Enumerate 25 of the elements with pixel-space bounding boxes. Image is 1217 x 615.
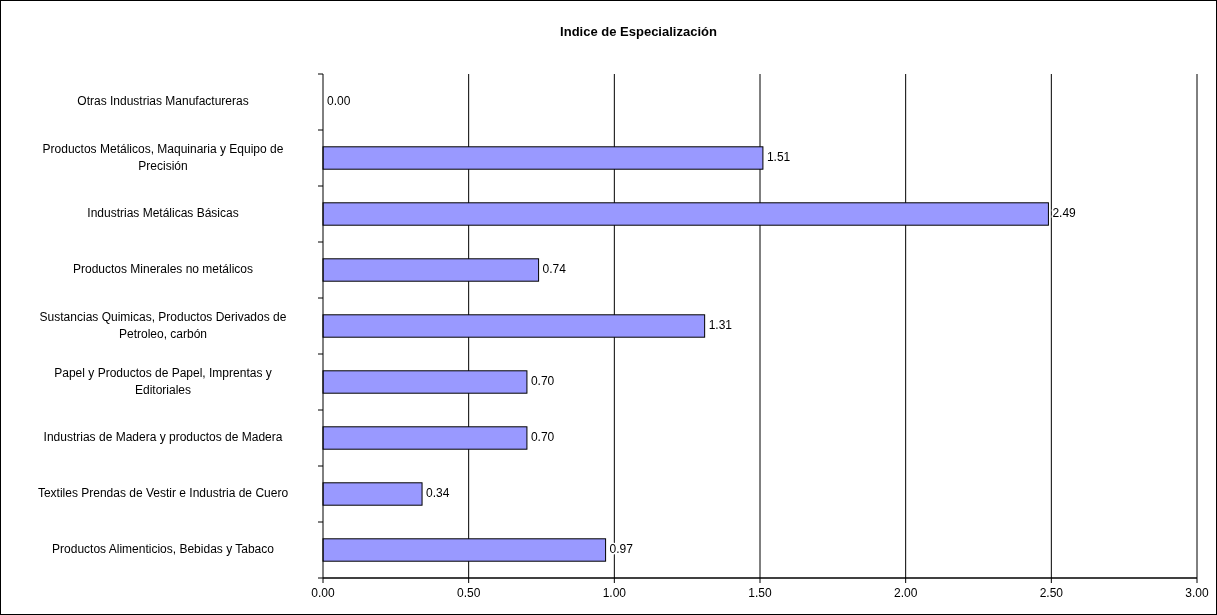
y-tick-label: Productos Alimenticios, Bebidas y Tabaco (52, 542, 275, 557)
data-label: 1.31 (708, 318, 733, 333)
x-tick-label: 2.50 (1039, 586, 1064, 600)
y-tick-label: Papel y Productos de Papel, Imprentas y Editoriales (54, 366, 272, 398)
y-tick-label: Industrias Metálicas Básicas (87, 206, 239, 221)
y-tick-label: Productos Metálicos, Maquinaria y Equipo de Precisión (42, 142, 284, 174)
x-tick-label: 0.50 (456, 586, 481, 600)
y-tick-label: Industrias de Madera y productos de Madera (43, 430, 283, 445)
data-label: 0.70 (530, 430, 555, 445)
y-tick-label: Otras Industrias Manufactureras (77, 94, 249, 109)
data-label: 2.49 (1052, 206, 1077, 221)
y-tick-label: Sustancias Quimicas, Productos Derivados de Petroleo, carbón (39, 310, 287, 342)
data-label: 0.74 (542, 262, 567, 277)
chart-title: Indice de Especialización (560, 24, 717, 39)
data-label: 0.34 (426, 486, 450, 501)
data-label: 1.51 (766, 150, 791, 165)
x-tick-label: 3.00 (1185, 586, 1209, 600)
y-tick-label: Productos Minerales no metálicos (72, 262, 254, 277)
x-tick-label: 1.50 (748, 586, 772, 600)
data-label: 0.70 (530, 374, 555, 389)
x-tick-label: 0.00 (311, 586, 335, 600)
data-label: 0.00 (327, 94, 351, 109)
x-tick-label: 2.00 (893, 586, 918, 600)
y-tick-label: Textiles Prendas de Vestir e Industria de Cuero (37, 486, 289, 501)
x-tick-label: 1.00 (602, 586, 627, 600)
